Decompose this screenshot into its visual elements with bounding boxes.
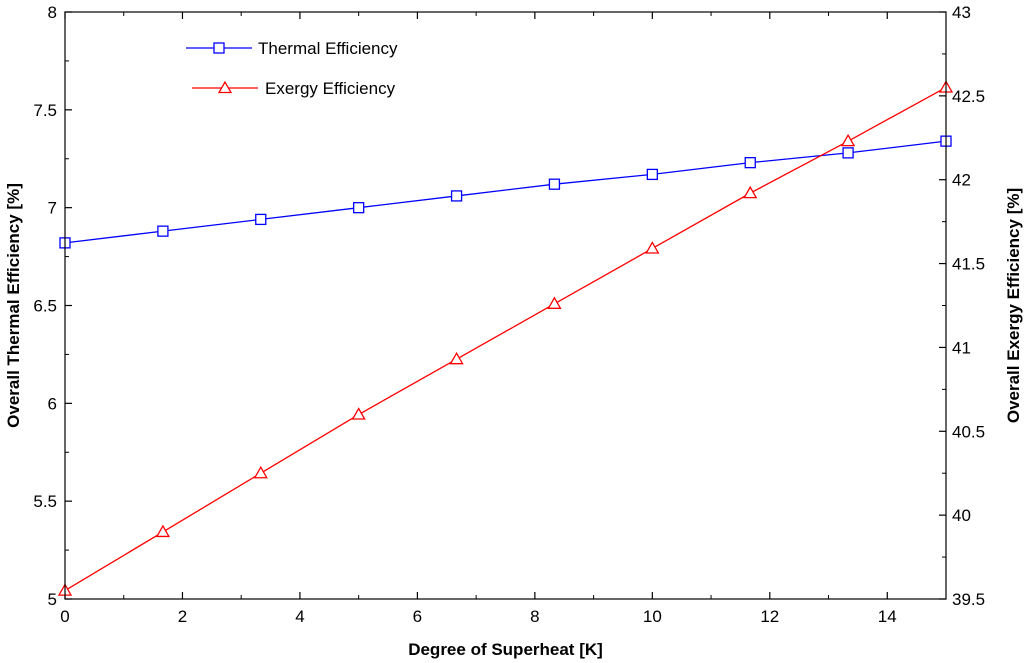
x-tick-label: 6 <box>413 607 422 626</box>
x-tick-label: 8 <box>530 607 539 626</box>
triangle-marker-point <box>547 296 562 309</box>
legend-label: Exergy Efficiency <box>265 79 396 98</box>
y-left-tick-label: 8 <box>48 3 57 22</box>
legend: Thermal Efficiency Exergy Efficiency <box>186 39 398 98</box>
y-right-tick-label: 40 <box>952 506 971 525</box>
triangle-marker-point <box>155 524 171 538</box>
x-tick-label: 2 <box>178 607 187 626</box>
triangle-marker-point <box>645 241 660 254</box>
y-right-tick-label: 39.5 <box>952 590 985 609</box>
y-right-tick-label: 41 <box>952 338 971 357</box>
left-y-axis-title: Overall Thermal Efficiency [%] <box>4 183 23 428</box>
square-marker-point <box>353 202 365 214</box>
y-right-tick-label: 42.5 <box>952 87 985 106</box>
y-left-tick-label: 5 <box>48 590 57 609</box>
y-right-tick-label: 42 <box>952 171 971 190</box>
plot-frame <box>64 11 947 600</box>
legend-item: Exergy Efficiency <box>192 79 396 98</box>
square-marker-point <box>646 168 658 181</box>
square-marker-point <box>744 157 756 169</box>
y-left-tick-label: 5.5 <box>33 492 57 511</box>
triangle-marker-point <box>743 185 758 199</box>
square-marker-point <box>157 225 169 237</box>
triangle-marker-point <box>253 465 268 479</box>
triangle-marker-point <box>351 407 366 420</box>
series-line <box>64 86 947 592</box>
right-y-axis-title: Overall Exergy Efficiency [%] <box>1004 188 1023 423</box>
y-left-tick-label: 6 <box>48 394 57 413</box>
x-tick-label: 12 <box>760 607 779 626</box>
y-right-tick-label: 40.5 <box>952 422 985 441</box>
series-thermal-efficiency <box>59 135 952 249</box>
square-marker-point <box>255 213 267 226</box>
series-layer <box>57 80 954 596</box>
y-right-tick-label: 41.5 <box>952 255 985 274</box>
series-line <box>64 140 947 244</box>
series-exergy-efficiency <box>57 80 954 596</box>
x-axis-title: Degree of Superheat [K] <box>408 640 603 659</box>
x-tick-label: 14 <box>878 607 897 626</box>
triangle-marker-point <box>840 133 856 147</box>
y-left-tick-label: 6.5 <box>33 297 57 316</box>
square-marker-point <box>450 190 463 202</box>
square-marker-point <box>548 178 561 190</box>
x-tick-label: 0 <box>60 607 69 626</box>
legend-triangle-marker <box>217 80 233 94</box>
legend-square-marker <box>213 42 225 54</box>
y-left-tick-label: 7.5 <box>33 101 57 120</box>
x-tick-label: 4 <box>295 607 304 626</box>
y-left-tick-label: 7 <box>48 199 57 218</box>
y-right-tick-label: 43 <box>952 3 971 22</box>
legend-item: Thermal Efficiency <box>186 39 398 58</box>
square-marker-point <box>842 147 854 159</box>
labels-layer: 0 2 4 6 8 10 12 14 5 5.5 6 6.5 7 7.5 8 39.5 40 40.5 41 41.5… <box>33 3 985 626</box>
x-tick-label: 10 <box>643 607 662 626</box>
triangle-marker-point <box>449 351 464 365</box>
legend-label: Thermal Efficiency <box>258 39 398 58</box>
